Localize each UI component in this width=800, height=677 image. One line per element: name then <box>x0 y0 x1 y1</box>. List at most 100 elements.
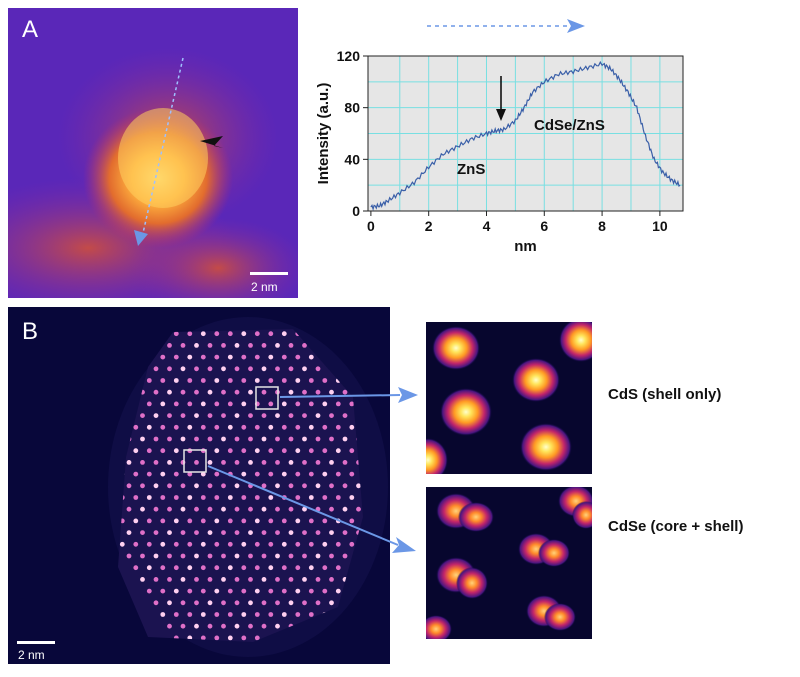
lattice-atom <box>349 401 355 407</box>
panel-a-scale-bar <box>250 272 288 275</box>
lattice-atom <box>173 612 179 617</box>
lattice-atom <box>214 612 220 617</box>
lattice-atom <box>302 577 307 582</box>
lattice-atom <box>275 553 280 559</box>
lattice-atom <box>322 541 328 547</box>
lattice-atom <box>281 448 287 454</box>
lattice-atom <box>221 413 226 418</box>
lattice-atom <box>194 366 199 372</box>
lattice-atom <box>248 366 253 372</box>
lattice-atom <box>153 553 159 559</box>
lattice-atom <box>160 448 166 454</box>
lattice-atom <box>194 343 199 348</box>
panel-a-letter: A <box>22 16 39 43</box>
y-axis-label: Intensity (a.u.) <box>315 83 332 185</box>
lattice-atom <box>207 436 213 442</box>
lattice-atom <box>342 506 348 512</box>
lattice-atom <box>126 483 132 489</box>
lattice-atom <box>254 588 260 594</box>
lattice-atom <box>140 483 145 489</box>
lattice-atom <box>173 448 179 454</box>
lattice-atom <box>322 448 328 454</box>
lattice-atom <box>288 343 294 348</box>
lattice-atom <box>335 424 341 430</box>
lattice-atom <box>180 436 186 442</box>
lattice-atom <box>180 553 186 559</box>
lattice-atom <box>356 483 361 489</box>
lattice-atom <box>234 506 240 512</box>
inset-cdse-core-shell <box>420 485 600 643</box>
lattice-atom <box>207 506 213 512</box>
lattice-atom <box>248 623 253 629</box>
lattice-atom <box>140 577 145 582</box>
lattice-atom <box>248 436 253 442</box>
lattice-atom <box>146 518 152 524</box>
lattice-atom <box>335 565 341 571</box>
lattice-atom <box>315 460 321 465</box>
lattice-atom <box>322 471 328 477</box>
lattice-atom <box>261 600 267 606</box>
lattice-atom <box>281 354 287 360</box>
lattice-atom <box>329 530 334 535</box>
lattice-atom <box>308 424 314 430</box>
lattice-atom <box>133 471 139 477</box>
lattice-atom <box>288 530 294 535</box>
lattice-atom <box>227 378 233 383</box>
lattice-atom <box>261 483 267 489</box>
lattice-atom <box>221 600 226 606</box>
lattice-atom <box>221 389 226 395</box>
lattice-atom <box>227 635 233 641</box>
lattice-atom <box>315 366 321 372</box>
lattice-atom <box>275 506 280 512</box>
lattice-atom <box>167 530 172 535</box>
lattice-atom <box>200 401 206 407</box>
lattice-atom <box>356 506 361 512</box>
lattice-atom <box>261 366 267 372</box>
lattice-atom <box>241 378 247 383</box>
lattice-atom <box>167 506 172 512</box>
lattice-atom <box>180 413 186 418</box>
lattice-atom <box>261 530 267 535</box>
lattice-atom <box>200 565 206 571</box>
lattice-atom <box>227 565 233 571</box>
lattice-atom <box>254 448 260 454</box>
y-tick-label: 120 <box>337 48 361 64</box>
lattice-atom <box>288 600 294 606</box>
lattice-atom <box>295 424 301 430</box>
lattice-atom <box>200 541 206 547</box>
lattice-atom <box>200 588 206 594</box>
lattice-atom <box>295 354 301 360</box>
lattice-atom <box>153 483 159 489</box>
lattice-atom <box>187 471 193 477</box>
lattice-atom <box>194 389 199 395</box>
lattice-atom <box>281 565 287 571</box>
lattice-atom <box>329 506 334 512</box>
lattice-atom <box>227 331 233 337</box>
lattice-atom <box>281 331 287 337</box>
x-axis-label: nm <box>514 238 537 255</box>
lattice-atom <box>214 401 220 407</box>
x-tick-label: 10 <box>652 218 668 234</box>
panel-b-letter: B <box>22 318 39 345</box>
lattice-atom <box>153 530 159 535</box>
lattice-atom <box>275 343 280 348</box>
lattice-atom <box>200 354 206 360</box>
lattice-atom <box>335 588 341 594</box>
lattice-atom <box>335 448 341 454</box>
lattice-atom <box>221 530 226 535</box>
lattice-atom <box>234 483 240 489</box>
lattice-atom <box>200 612 206 617</box>
lattice-atom <box>160 612 166 617</box>
lattice-atom <box>207 577 213 582</box>
lattice-atom <box>173 541 179 547</box>
lattice-atom <box>342 460 348 465</box>
lattice-atom <box>275 577 280 582</box>
lattice-atom <box>329 460 334 465</box>
lattice-atom <box>173 471 179 477</box>
lattice-atom <box>315 600 321 606</box>
lattice-atom <box>140 553 145 559</box>
lattice-atom <box>234 389 240 395</box>
lattice-atom <box>308 612 314 617</box>
lattice-atom <box>241 565 247 571</box>
lattice-atom <box>200 331 206 337</box>
